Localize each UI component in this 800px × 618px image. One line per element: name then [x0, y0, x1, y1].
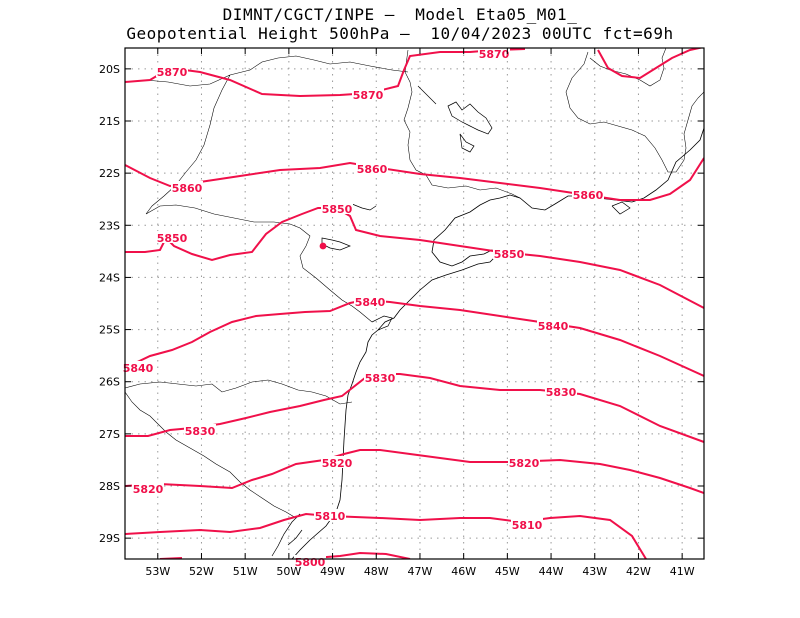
contour-5820 [125, 449, 704, 494]
latitude-axis: 20S 21S 22S 23S 24S 25S 26S 27S 28S 29S [99, 63, 704, 545]
contour-label-bg [364, 371, 396, 383]
contour-label-bg [511, 518, 543, 530]
contour-label-bg [354, 295, 386, 307]
contour-label-5830: 5830 [365, 372, 396, 385]
contour-label-bg [171, 181, 203, 193]
lat-tick-label: 20S [99, 63, 120, 76]
contour-label-bg [356, 162, 388, 174]
lat-tick-label: 22S [99, 167, 120, 180]
title-line-2: Geopotential Height 500hPa – 10/04/2023 … [126, 24, 674, 43]
contour-label-5850: 5850 [322, 203, 353, 216]
contour-label-bg [184, 424, 216, 436]
contour-label-5840: 5840 [538, 320, 569, 333]
contour-label-bg [321, 456, 353, 468]
lat-tick-label: 29S [99, 532, 120, 545]
contour-label-bg [352, 88, 384, 100]
contour-5840 [125, 298, 704, 377]
reservoirs [321, 85, 493, 251]
lat-tick-label: 26S [99, 376, 120, 389]
contour-labels: 5870 5870 5870 5860 5860 5860 5850 5850 5850 5840… [122, 47, 604, 569]
contour-label-bg [508, 456, 540, 468]
lon-tick-label: 50W [276, 565, 301, 578]
contour-label-bg [545, 385, 577, 397]
lat-tick-label: 25S [99, 324, 120, 337]
contour-label-bg [314, 509, 346, 521]
plot-frame [124, 47, 705, 560]
contour-label-5810: 5810 [315, 510, 346, 523]
contour-label-bg [156, 65, 188, 77]
contour-local-maximum [319, 242, 327, 250]
contour-label-bg [156, 231, 188, 243]
contour-5800-east [299, 551, 411, 559]
title-line-1: DIMNT/CGCT/INPE – Model Eta05_M01_ [222, 5, 578, 24]
contour-label-5850: 5850 [157, 232, 188, 245]
lon-tick-label: 51W [233, 565, 258, 578]
longitude-axis: 53W 52W 51W 50W 49W 48W 47W 46W 45W 44W 43W 42W 41W [145, 48, 695, 578]
contour-label-bg [572, 188, 604, 200]
lon-tick-label: 46W [451, 565, 476, 578]
contour-label-5820: 5820 [322, 457, 353, 470]
contour-label-5840: 5840 [355, 296, 386, 309]
contour-label-bg [478, 47, 510, 59]
lat-tick-label: 24S [99, 271, 120, 284]
bay-paranagua [371, 315, 393, 331]
lon-tick-label: 52W [189, 565, 214, 578]
map-geography [125, 48, 704, 559]
contour-label-bg [294, 555, 326, 567]
contour-label-5820: 5820 [509, 457, 540, 470]
contour-label-5870: 5870 [479, 48, 510, 61]
contour-5850-west [125, 207, 704, 309]
contour-label-5810: 5810 [512, 519, 543, 532]
contour-label-5830: 5830 [546, 386, 577, 399]
contour-label-5870: 5870 [353, 89, 384, 102]
contour-5860 [125, 157, 704, 201]
contour-lines [125, 48, 704, 559]
lon-tick-label: 42W [626, 565, 651, 578]
lat-tick-label: 23S [99, 219, 120, 232]
contour-label-5840: 5840 [123, 362, 154, 375]
contour-5810 [125, 512, 647, 559]
map-gridlines [125, 48, 704, 559]
state-borders [125, 48, 704, 519]
contour-label-bg [122, 361, 154, 373]
contour-label-bg [537, 319, 569, 331]
lon-tick-label: 45W [495, 565, 520, 578]
contour-label-bg [493, 247, 525, 259]
lon-tick-label: 49W [320, 565, 345, 578]
contour-label-5830: 5830 [185, 425, 216, 438]
contour-label-5860: 5860 [172, 182, 203, 195]
lon-tick-label: 47W [408, 565, 433, 578]
lat-tick-label: 21S [99, 115, 120, 128]
lon-tick-label: 44W [539, 565, 564, 578]
contour-label-5860: 5860 [357, 163, 388, 176]
contour-label-bg [321, 202, 353, 214]
lat-tick-label: 28S [99, 480, 120, 493]
coastline [291, 127, 704, 559]
contour-label-5860: 5860 [573, 189, 604, 202]
lon-tick-label: 48W [364, 565, 389, 578]
bay-guanabara [611, 201, 631, 215]
contour-label-5820: 5820 [133, 483, 164, 496]
lat-tick-label: 27S [99, 428, 120, 441]
lon-tick-label: 53W [145, 565, 170, 578]
contour-label-5850: 5850 [494, 248, 525, 261]
contour-label-bg [132, 482, 164, 494]
contour-label-5870: 5870 [157, 66, 188, 79]
lagoa-dos-patos [271, 513, 303, 557]
lon-tick-label: 43W [582, 565, 607, 578]
lon-tick-label: 41W [670, 565, 695, 578]
contour-5870-east [597, 48, 704, 80]
